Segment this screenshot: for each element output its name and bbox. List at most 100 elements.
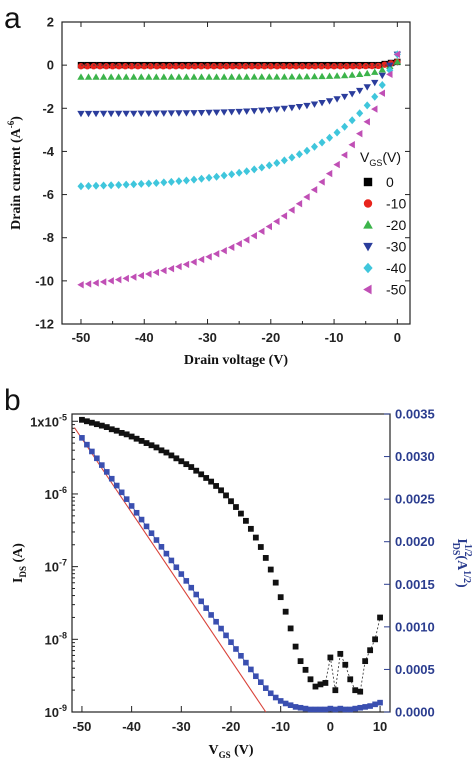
legend-entry-a: -30	[386, 239, 406, 255]
data-point-ids-b	[267, 566, 274, 573]
data-point-a	[128, 63, 135, 70]
data-point-a	[243, 236, 250, 244]
data-point-sqrt-b	[262, 685, 269, 691]
data-point-a	[212, 250, 220, 258]
series--40-a	[77, 50, 401, 191]
data-point-a	[288, 153, 296, 162]
data-point-a	[160, 73, 168, 80]
data-point-a	[371, 79, 379, 87]
data-point-a	[145, 270, 152, 278]
data-point-sqrt-b	[357, 704, 363, 711]
data-point-a	[205, 173, 213, 182]
data-point-a	[160, 110, 168, 117]
data-point-a	[341, 122, 349, 131]
panel-b-label: b	[4, 384, 21, 417]
data-point-sqrt-b	[99, 462, 105, 468]
data-point-a	[152, 73, 160, 80]
data-point-sqrt-b	[282, 700, 289, 707]
data-point-ids-b	[233, 504, 239, 510]
data-point-a	[295, 103, 304, 111]
data-point-ids-b	[312, 683, 319, 690]
data-point-a	[362, 62, 369, 70]
data-point-a	[213, 172, 221, 181]
data-point-a	[137, 73, 145, 80]
series--20-a	[77, 58, 402, 80]
data-point-a	[258, 73, 266, 80]
data-point-sqrt-b	[347, 706, 354, 713]
data-point-ids-b	[193, 467, 200, 474]
data-point-a	[378, 89, 386, 97]
data-point-a	[96, 63, 104, 70]
data-point-a	[325, 98, 334, 105]
data-point-sqrt-b	[178, 571, 185, 577]
data-point-a	[378, 66, 386, 73]
data-point-a	[273, 63, 281, 70]
y-right-tick-label-b: 0.0000	[395, 705, 435, 720]
data-point-a	[84, 110, 93, 118]
data-point-ids-b	[148, 442, 155, 449]
data-point-a	[210, 63, 218, 70]
data-point-a	[311, 63, 319, 70]
data-point-ids-b	[128, 433, 135, 440]
data-point-ids-b	[238, 510, 244, 517]
data-point-sqrt-b	[322, 706, 329, 713]
data-point-a	[228, 170, 236, 179]
data-point-a	[166, 63, 173, 70]
data-point-sqrt-b	[287, 702, 294, 708]
legend-entry-a: -20	[386, 217, 406, 233]
data-point-a	[280, 73, 289, 80]
data-point-ids-b	[332, 687, 339, 694]
data-point-ids-b	[272, 579, 279, 586]
data-point-sqrt-b	[128, 503, 135, 509]
data-point-a	[182, 260, 190, 269]
data-point-a	[235, 108, 243, 116]
data-point-a	[216, 63, 224, 70]
data-point-sqrt-b	[183, 578, 190, 584]
y-tick-label-a: -12	[35, 317, 54, 332]
data-point-a	[299, 63, 306, 70]
data-point-a	[371, 105, 378, 113]
data-point-ids-b	[243, 517, 249, 524]
data-point-a	[280, 212, 288, 220]
data-point-a	[190, 175, 198, 184]
data-point-a	[363, 84, 371, 91]
sqrt-connector-b	[81, 437, 381, 710]
data-point-ids-b	[247, 525, 254, 532]
data-point-a	[280, 105, 289, 113]
x-tick-label-b: 0	[327, 719, 334, 734]
data-point-sqrt-b	[153, 537, 160, 543]
data-point-a	[258, 163, 266, 172]
plot-frame-a	[61, 21, 411, 325]
chart-b: 1x10-5 10-6 10-7 10-8 10-9 0.0000 0.0005 0.0010…	[11, 407, 473, 761]
data-point-sqrt-b	[84, 441, 90, 448]
data-point-a	[375, 62, 382, 70]
data-point-a	[160, 178, 168, 187]
data-point-ids-b	[213, 483, 219, 489]
data-point-a	[84, 63, 91, 70]
data-point-a	[179, 63, 186, 70]
y-right-tick-label-b: 0.0020	[395, 534, 435, 549]
data-point-a	[235, 240, 242, 248]
data-point-ids-b	[277, 594, 284, 601]
data-point-ids-b	[282, 608, 289, 615]
legend-title-a: VGS(V)	[360, 149, 401, 168]
data-point-a	[92, 110, 100, 118]
data-point-a	[393, 50, 401, 59]
y-left-tick-label-b: 10-9	[45, 703, 67, 720]
data-point-a	[243, 73, 251, 80]
data-point-sqrt-b	[133, 509, 140, 516]
data-point-a	[114, 275, 122, 284]
data-point-a	[381, 61, 388, 68]
data-point-a	[295, 200, 303, 208]
data-point-a	[333, 72, 341, 79]
x-axis-label-a: Drain voltage (V)	[184, 353, 289, 368]
data-point-a	[318, 63, 325, 70]
data-point-ids-b	[287, 625, 294, 632]
x-tick-label-a: -30	[198, 330, 217, 345]
data-point-ids-b	[218, 487, 224, 494]
data-point-sqrt-b	[168, 557, 175, 564]
plot-frame-b	[71, 413, 391, 713]
data-point-a	[100, 181, 108, 190]
data-point-a	[197, 109, 206, 117]
